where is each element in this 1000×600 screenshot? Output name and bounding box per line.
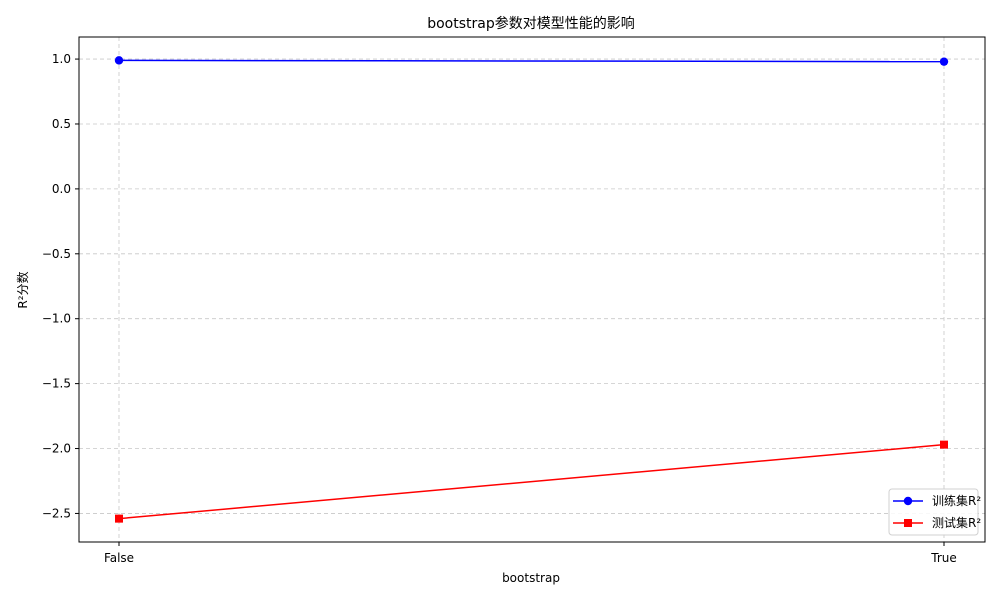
plot-frame [78,36,986,543]
y-tick-label: −1.5 [42,377,71,391]
y-tick-label: 0.5 [52,117,71,131]
x-axis-title: bootstrap [502,571,560,585]
legend-label: 测试集R² [932,515,981,530]
data-point [939,57,949,66]
y-tick-label: 1.0 [52,52,71,66]
x-tick-label: False [104,551,134,565]
y-axis-title: R²分数 [15,271,30,308]
legend: 训练集R² 测试集R² [888,488,981,536]
y-tick-label: −2.0 [42,442,71,456]
y-tick-label: −2.5 [42,506,71,520]
chart-title: bootstrap参数对模型性能的影响 [427,15,635,32]
y-tick-label: 0.0 [52,182,71,196]
series-line-1 [118,59,945,63]
data-point [940,440,948,449]
legend-label: 训练集R² [932,493,981,508]
y-tick-label: −1.0 [42,312,71,326]
legend-marker [904,519,912,527]
axis-layer: 1.0 0.5 0.0 −0.5 −1.0 −1.5 −2.0 −2.5 False True [42,52,957,565]
series-line-2 [118,443,945,520]
data-point [115,514,123,523]
y-tick-label: −0.5 [42,247,71,261]
data-point [114,56,124,65]
legend-marker [903,496,913,506]
x-tick-label: True [930,551,957,565]
grid-layer [79,37,985,542]
series-layer [114,56,949,523]
